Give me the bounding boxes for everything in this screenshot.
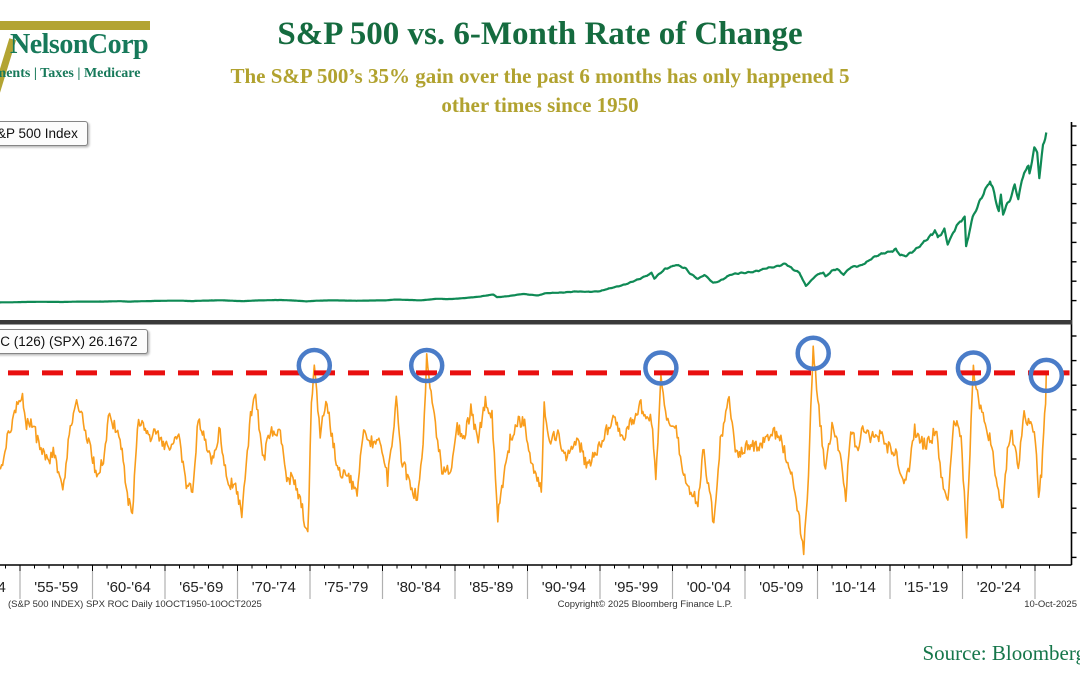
x-axis-bin-label: '20-'24 bbox=[977, 579, 1021, 596]
event-circles bbox=[296, 335, 1065, 394]
legend-spx[interactable]: S&P 500 Index bbox=[0, 121, 88, 146]
subtitle-line-2: other times since 1950 bbox=[441, 93, 639, 117]
footer-date: 10-Oct-2025 bbox=[1024, 599, 1077, 610]
x-axis-bin-label: '00-'04 bbox=[687, 579, 731, 596]
event-circle bbox=[296, 347, 333, 384]
x-axis-bin-label: '90-'94 bbox=[542, 579, 586, 596]
logo-tagline: Investments | Taxes | Medicare bbox=[0, 66, 141, 81]
subtitle-line-1: The S&P 500’s 35% gain over the past 6 m… bbox=[230, 64, 850, 88]
chart-canvas: '50-'54 '55-'59 '60-'64 '65-'69 '70-'74 '75-'… bbox=[0, 122, 1077, 599]
x-axis-bin-label: '15-'19 bbox=[904, 579, 948, 596]
x-axis-bin-label: '75-'79 bbox=[324, 579, 368, 596]
x-axis-bin-label: '10-'14 bbox=[832, 579, 876, 596]
event-circle bbox=[955, 350, 992, 386]
x-axis-bin-label: '55-'59 bbox=[34, 579, 78, 596]
x-axis-bin-label: '65-'69 bbox=[179, 579, 223, 596]
x-axis-bin-label: '60-'64 bbox=[107, 579, 151, 596]
y-axis-right bbox=[1070, 122, 1077, 565]
source-attribution: Source: Bloomberg bbox=[922, 641, 1080, 665]
nelsoncorp-logo: NelsonCorp Investments | Taxes | Medicar… bbox=[0, 8, 170, 94]
event-circle bbox=[795, 335, 831, 371]
logo-name: NelsonCorp bbox=[10, 29, 149, 60]
spx-line bbox=[0, 132, 1048, 304]
footer-series-descriptor: (S&P 500 INDEX) SPX ROC Daily 10OCT1950-… bbox=[8, 599, 262, 610]
x-axis: '50-'54 '55-'59 '60-'64 '65-'69 '70-'74 '75-'… bbox=[0, 564, 1072, 599]
x-axis-bin-label: '05-'09 bbox=[759, 579, 803, 596]
footer-copyright: Copyright© 2025 Bloomberg Finance L.P. bbox=[557, 599, 733, 610]
page-title: S&P 500 vs. 6-Month Rate of Change bbox=[277, 16, 803, 52]
logo-gold-bar bbox=[0, 21, 150, 30]
x-axis-bin-label: '70-'74 bbox=[252, 579, 296, 596]
x-axis-bin-label: '85-'89 bbox=[469, 579, 513, 596]
x-axis-bin-label: '80-'84 bbox=[397, 579, 441, 596]
x-axis-bin-label: '95-'99 bbox=[614, 579, 658, 596]
legend-roc[interactable]: ROC (126) (SPX) 26.1672 bbox=[0, 329, 148, 354]
event-circle bbox=[643, 350, 679, 386]
panel-divider bbox=[0, 320, 1072, 325]
event-circle bbox=[1028, 357, 1065, 394]
x-axis-bin-label: '50-'54 bbox=[0, 579, 6, 596]
roc-line bbox=[0, 345, 1048, 556]
event-circle bbox=[408, 347, 445, 384]
